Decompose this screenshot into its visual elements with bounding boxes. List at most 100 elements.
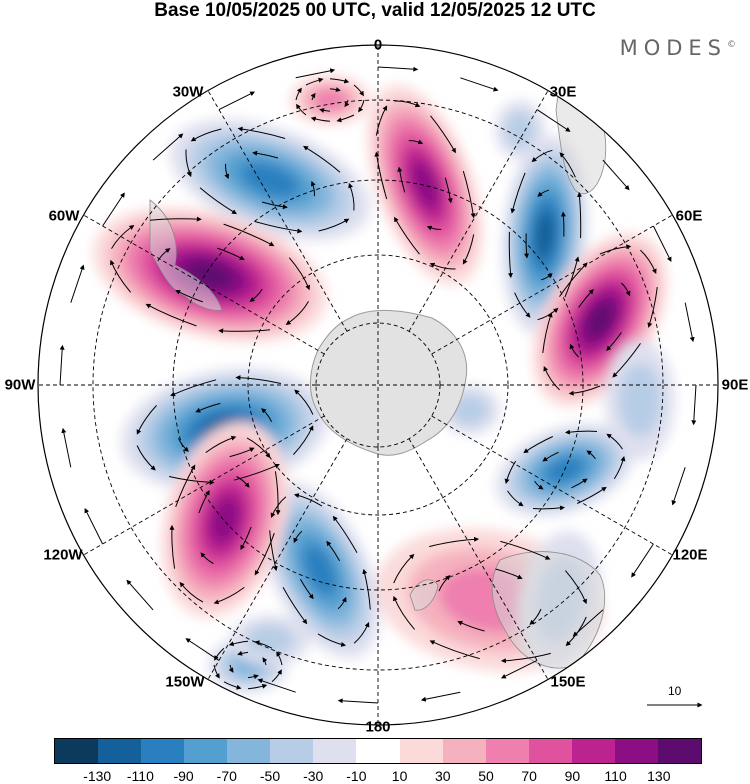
wind-arrow xyxy=(213,586,245,605)
anomaly-field xyxy=(92,75,675,693)
wind-arrow xyxy=(408,139,424,145)
wind-arrow xyxy=(429,640,480,660)
wind-arrow xyxy=(136,405,157,435)
wind-arrow xyxy=(195,402,221,413)
wind-arrow xyxy=(213,664,220,679)
colorbar-swatch xyxy=(571,739,615,763)
wind-arrow xyxy=(223,223,275,247)
lon-label-180: 180 xyxy=(365,718,391,736)
wind-arrow xyxy=(299,578,314,600)
wind-arrow xyxy=(152,133,184,161)
wind-arrow xyxy=(254,221,303,234)
colorbar-tick-label: 30 xyxy=(435,768,451,784)
lon-label-90e: 90E xyxy=(721,376,749,394)
wind-arrow xyxy=(249,288,263,302)
wind-arrow xyxy=(529,608,542,625)
wind-arrow xyxy=(671,467,686,506)
wind-arrow xyxy=(576,486,607,504)
wind-arrow xyxy=(228,640,249,647)
wind-arrow xyxy=(169,524,176,569)
wind-arrow xyxy=(565,570,587,605)
wind-arrow xyxy=(247,683,268,690)
wind-arrow xyxy=(110,259,132,293)
wind-arrow xyxy=(296,103,307,116)
wind-arrow xyxy=(178,438,189,452)
wind-arrow xyxy=(168,476,215,485)
wind-arrow xyxy=(274,471,281,516)
wind-arrow xyxy=(523,436,554,454)
wind-arrow xyxy=(170,379,217,397)
colorbar-swatch xyxy=(98,739,142,763)
wind-arrow xyxy=(261,408,272,422)
wind-arrow xyxy=(559,152,576,178)
positive-anomaly xyxy=(312,88,348,112)
wind-arrow xyxy=(564,256,580,298)
wind-arrow xyxy=(500,652,551,664)
wind-arrow xyxy=(540,273,553,281)
meridian xyxy=(205,85,348,332)
wind-arrow xyxy=(295,68,336,79)
wind-arrow xyxy=(586,450,596,460)
colorbar-tick-label: -90 xyxy=(173,768,194,784)
wind-arrow xyxy=(536,109,571,132)
wind-arrow xyxy=(358,99,365,113)
wind-arrow xyxy=(568,385,601,396)
wind-arrow xyxy=(326,540,341,562)
wind-arrow xyxy=(294,389,314,415)
wind-arrow xyxy=(200,552,214,564)
wind-arrow xyxy=(572,609,604,637)
wind-arrow xyxy=(571,478,588,489)
colorbar-swatch xyxy=(141,739,185,763)
wind-arrow xyxy=(542,451,559,462)
wind-arrow xyxy=(559,262,588,297)
wind-arrow xyxy=(70,264,85,303)
meridian xyxy=(431,212,678,355)
wind-arrow xyxy=(640,249,657,274)
wind-arrow xyxy=(198,489,210,514)
wind-arrow xyxy=(543,366,560,391)
wind-arrow xyxy=(534,480,544,490)
wind-arrow xyxy=(444,177,453,204)
wind-arrow xyxy=(235,375,282,384)
negative-anomaly xyxy=(504,111,536,149)
wind-arrow xyxy=(429,262,456,270)
wind-arrow xyxy=(560,211,566,237)
colorbar-swatch xyxy=(442,739,486,763)
negative-anomaly xyxy=(451,394,489,426)
colorbar-tick-label: -10 xyxy=(346,768,367,784)
wind-arrow xyxy=(606,433,623,450)
wind-arrow xyxy=(495,568,523,580)
colorbar-tick-label: 130 xyxy=(647,768,671,784)
wind-arrow xyxy=(247,674,259,680)
wind-arrow xyxy=(420,691,461,702)
wind-arrow xyxy=(621,282,631,297)
meridian xyxy=(78,415,325,558)
colorbar-swatch xyxy=(399,739,443,763)
wind-arrow xyxy=(185,638,220,661)
wind-arrow xyxy=(257,678,296,693)
colorbar-tick-label: 70 xyxy=(521,768,537,784)
wind-vectors xyxy=(59,66,697,704)
wind-arrow xyxy=(224,163,230,180)
map-title: Base 10/05/2025 00 UTC, valid 12/05/2025… xyxy=(154,0,596,21)
wind-arrow xyxy=(237,126,286,139)
wind-arrow xyxy=(606,332,622,351)
wind-arrow xyxy=(228,664,234,673)
wind-arrow xyxy=(332,515,358,554)
wind-arrow xyxy=(288,257,310,291)
wind-arrow xyxy=(179,581,204,603)
wind-arrow xyxy=(377,66,419,72)
wind-arrow xyxy=(438,575,451,592)
meridian xyxy=(78,212,325,355)
negative-anomaly xyxy=(303,544,337,596)
wind-arrow xyxy=(229,447,255,458)
colorbar-swatch xyxy=(657,739,701,763)
wind-arrow xyxy=(397,166,406,193)
wind-arrow xyxy=(293,493,323,507)
wind-arrow xyxy=(319,108,331,113)
wind-arrow xyxy=(236,476,250,488)
wind-arrow xyxy=(504,460,517,484)
wind-arrow xyxy=(61,427,72,468)
wind-arrow xyxy=(282,586,308,625)
